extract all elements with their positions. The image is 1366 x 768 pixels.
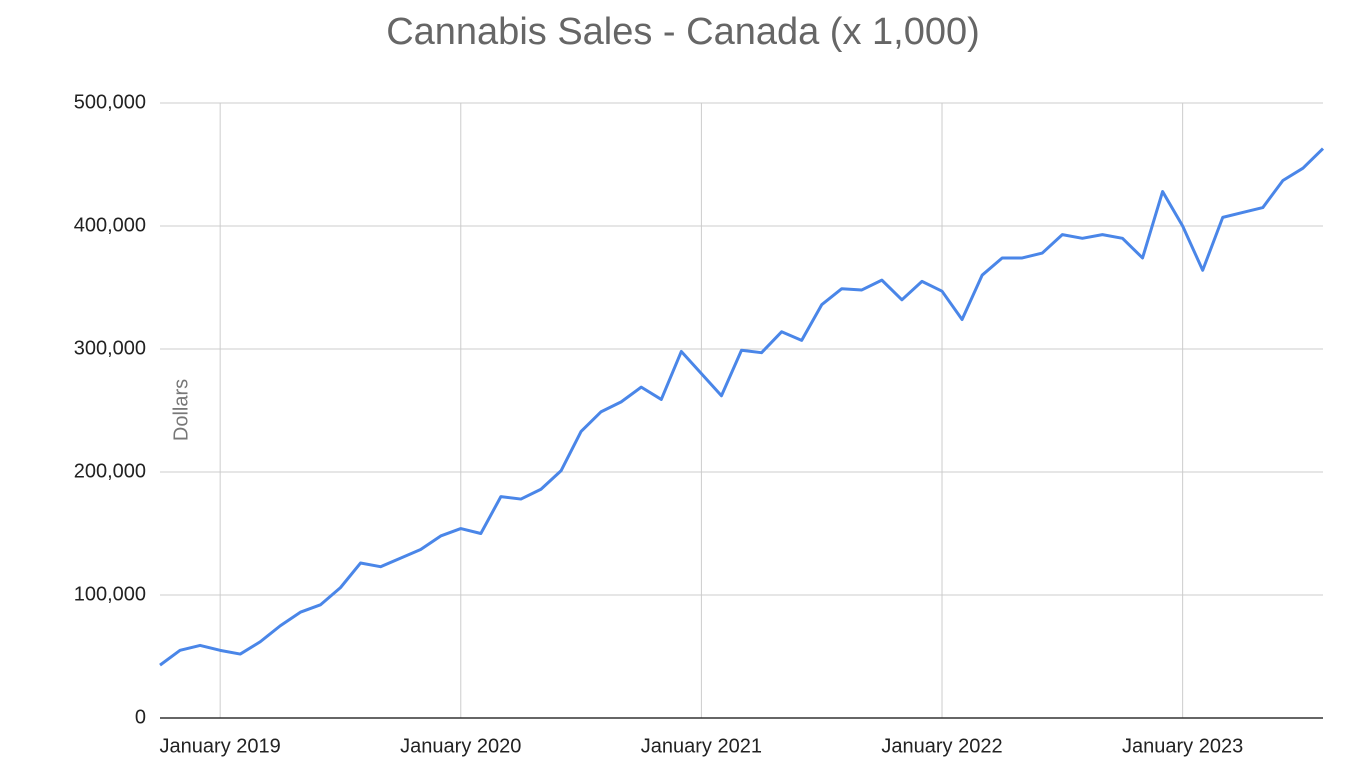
x-tick-label: January 2020 — [400, 735, 521, 757]
y-tick-label: 0 — [135, 706, 146, 728]
y-tick-label: 200,000 — [74, 460, 146, 482]
chart-title: Cannabis Sales - Canada (x 1,000) — [386, 11, 980, 53]
x-tick-label: January 2022 — [881, 735, 1002, 757]
x-tick-label: January 2021 — [641, 735, 762, 757]
y-tick-label: 400,000 — [74, 214, 146, 236]
y-tick-label: 300,000 — [74, 337, 146, 359]
y-tick-label: 100,000 — [74, 583, 146, 605]
y-tick-label: 500,000 — [74, 91, 146, 113]
data-line — [159, 147, 1325, 667]
x-tick-label: January 2023 — [1122, 735, 1243, 757]
x-tick-label: January 2019 — [160, 735, 281, 757]
y-axis-label: Dollars — [170, 379, 192, 441]
